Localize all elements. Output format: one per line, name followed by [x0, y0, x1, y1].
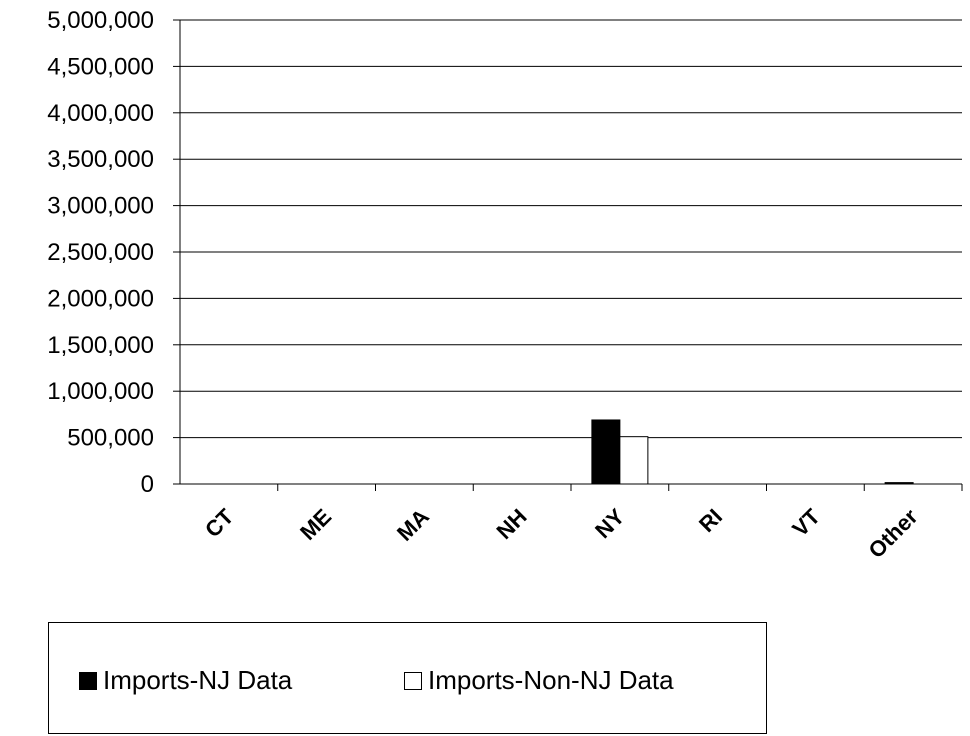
legend-label-non-nj: Imports-Non-NJ Data	[428, 665, 674, 695]
x-category-label: NH	[492, 504, 532, 544]
y-tick-label: 0	[141, 471, 154, 498]
legend-swatch-nj	[79, 671, 97, 690]
bar-imports-nj-data-ny	[591, 419, 621, 485]
legend-item-nj: Imports-NJ Data	[79, 665, 292, 696]
y-tick-label: 3,500,000	[47, 146, 154, 173]
x-category-label: NY	[590, 504, 630, 544]
x-category-label: MA	[392, 504, 434, 546]
y-tick-label: 2,500,000	[47, 239, 154, 266]
y-tick-label: 500,000	[67, 425, 154, 452]
legend-label-nj: Imports-NJ Data	[103, 665, 293, 695]
y-tick-label: 4,500,000	[47, 53, 154, 80]
y-tick-label: 1,000,000	[47, 378, 154, 405]
y-tick-label: 1,500,000	[47, 332, 154, 359]
y-tick-label: 4,000,000	[47, 100, 154, 127]
y-tick-label: 2,000,000	[47, 285, 154, 312]
x-category-label: VT	[787, 503, 825, 541]
x-category-label: Other	[863, 504, 922, 563]
legend-swatch-non-nj	[404, 671, 422, 690]
bar-chart: 0 500,000 1,000,000 1,500,000 2,000,000 2,500…	[47, 7, 963, 563]
x-category-label: RI	[694, 504, 727, 537]
x-category-label: ME	[295, 504, 336, 545]
bar-imports-non-nj-data-ny	[619, 436, 649, 485]
legend: Imports-NJ Data Imports-Non-NJ Data	[48, 622, 767, 734]
y-tick-label: 3,000,000	[47, 193, 154, 220]
x-axis-labels: CT ME MA NH NY RI VT Other	[200, 484, 963, 563]
gridlines	[180, 19, 962, 439]
y-axis-ticks: 0 500,000 1,000,000 1,500,000 2,000,000 2,500…	[47, 7, 180, 498]
bars	[591, 419, 914, 485]
y-tick-label: 5,000,000	[47, 7, 154, 34]
x-category-label: CT	[200, 503, 239, 542]
legend-item-non-nj: Imports-Non-NJ Data	[404, 665, 674, 696]
